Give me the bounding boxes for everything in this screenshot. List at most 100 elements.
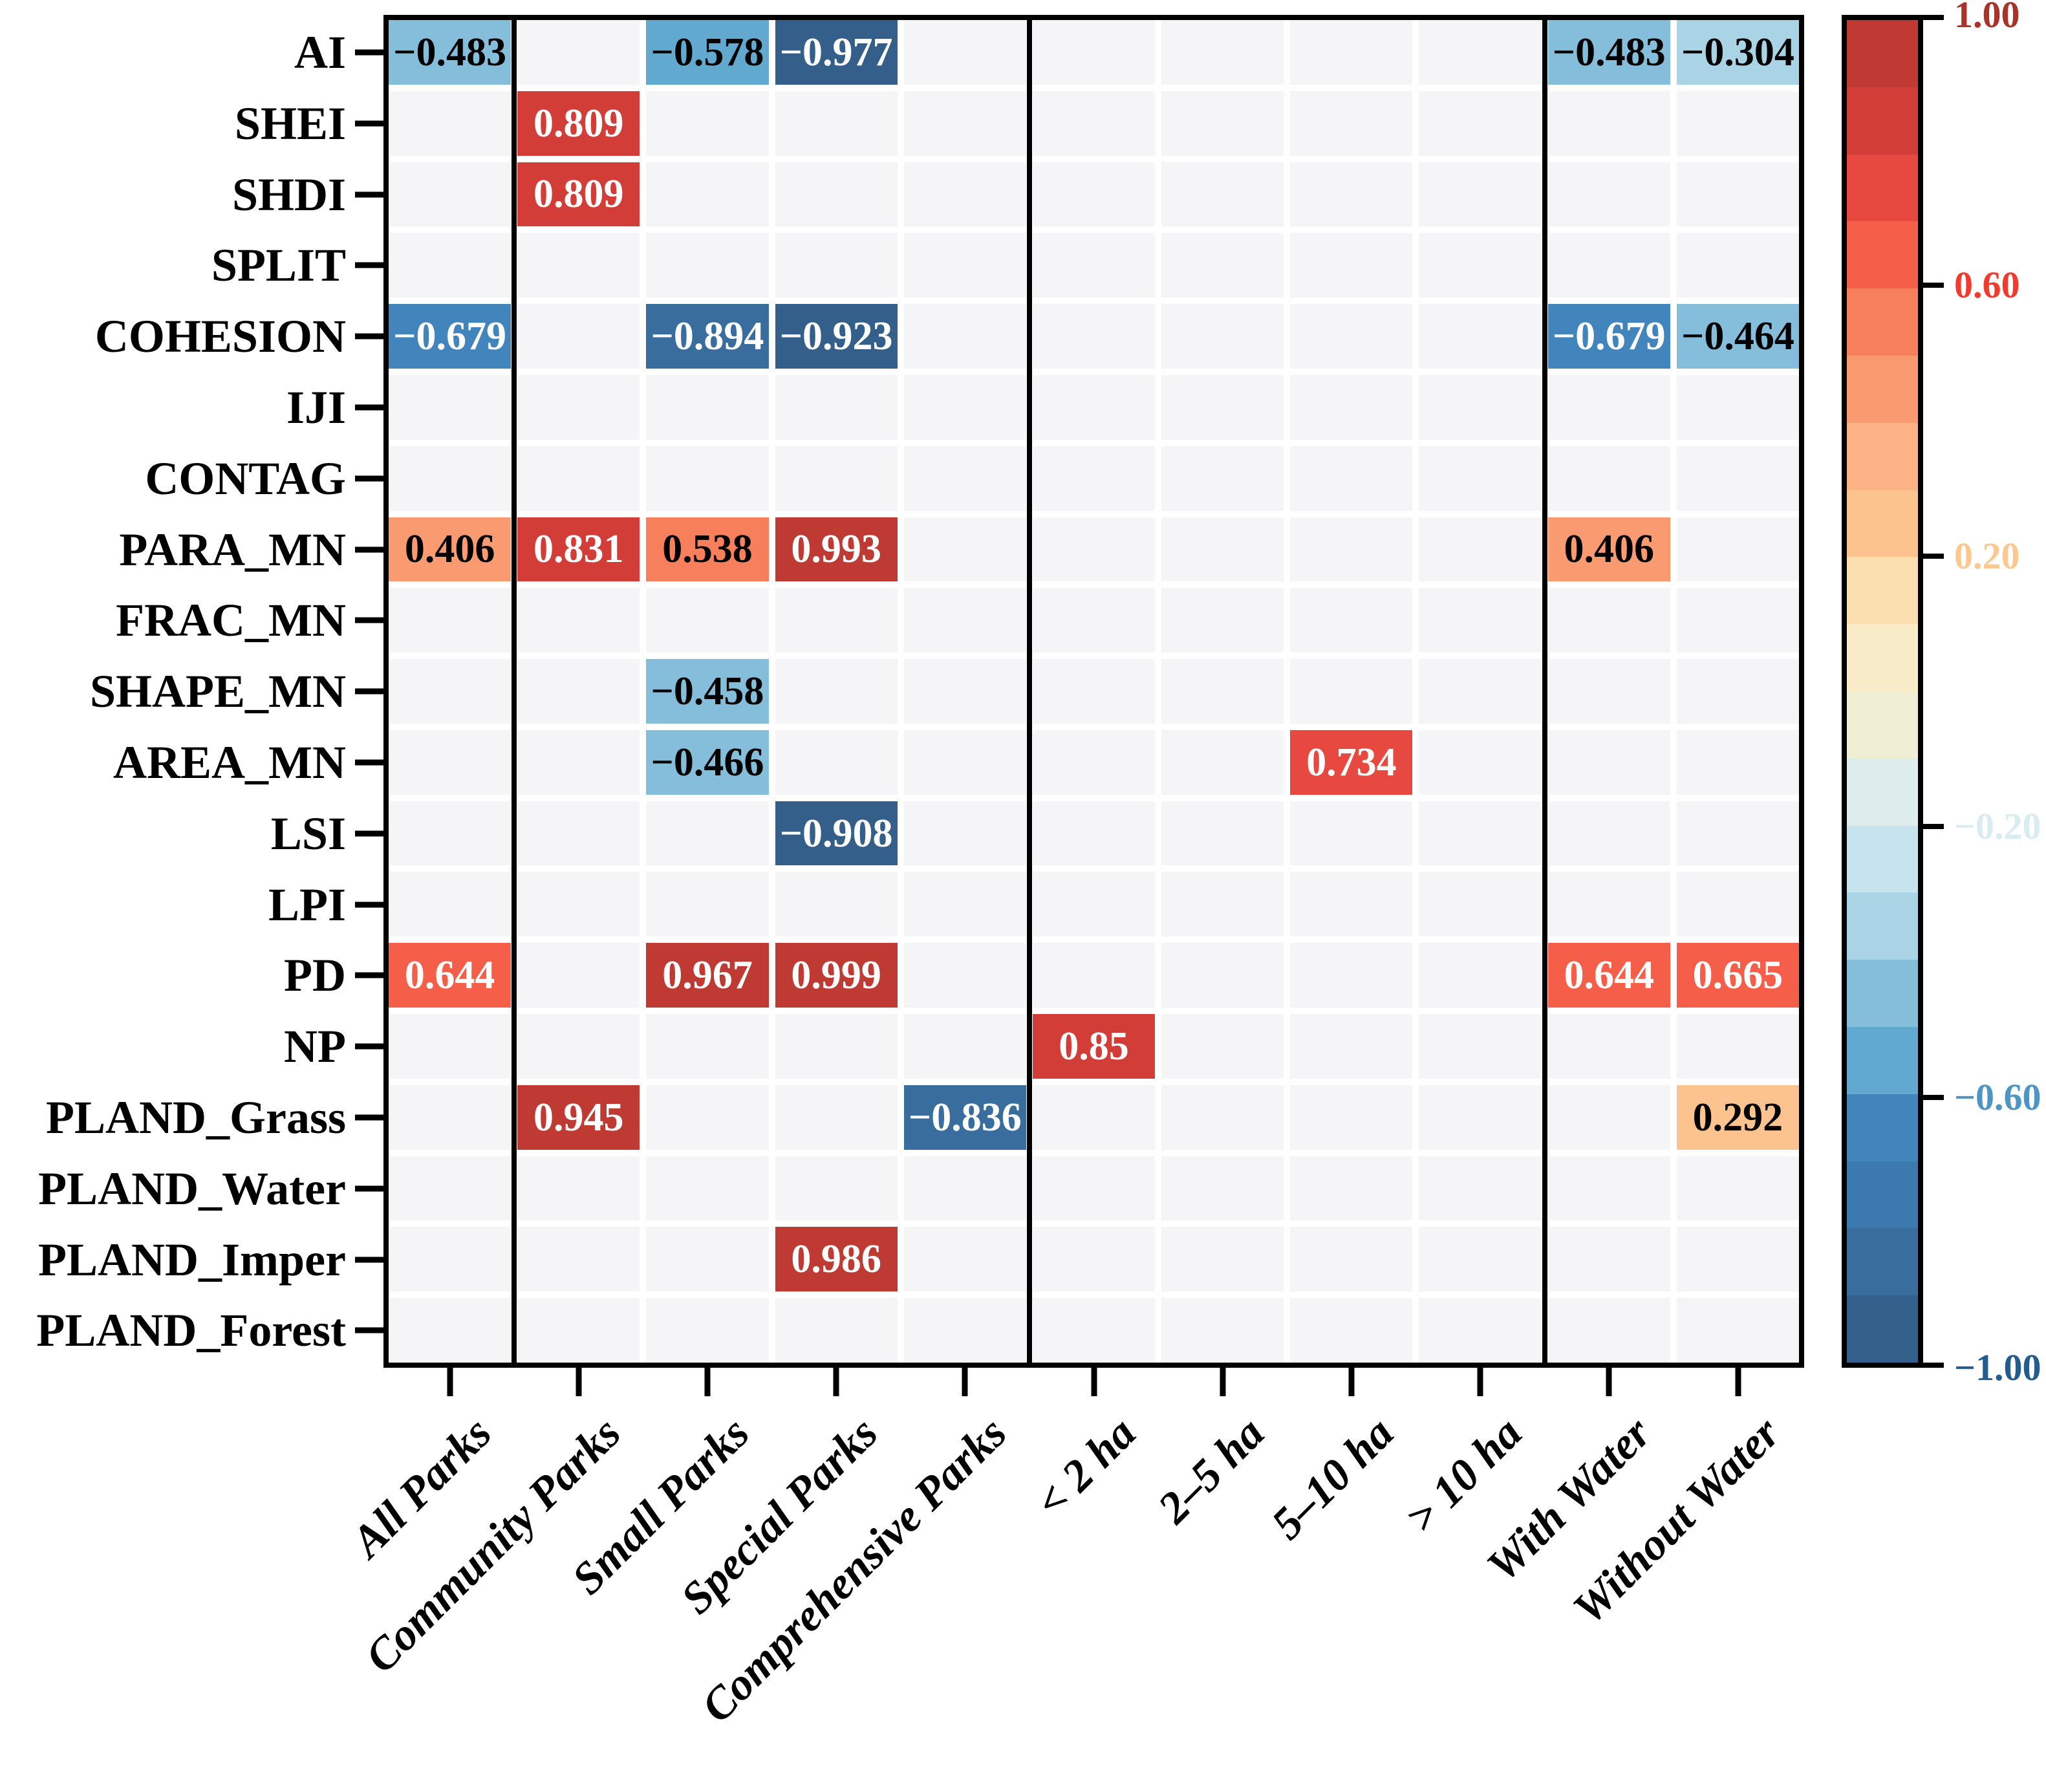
- heatmap-cell-empty: [775, 91, 898, 156]
- y-axis-label: PLAND_Forest: [36, 1304, 346, 1357]
- colorbar-segment: [1847, 624, 1918, 691]
- column-group-separator: [1026, 20, 1032, 1363]
- heatmap-cell-empty: [389, 1085, 512, 1150]
- heatmap-cell-empty: [775, 446, 898, 511]
- heatmap-cell-empty: [1161, 943, 1284, 1008]
- heatmap-cell-empty: [1547, 162, 1670, 227]
- heatmap-cell-empty: [1032, 1298, 1156, 1363]
- y-axis-label: PLAND_Grass: [46, 1091, 346, 1143]
- heatmap-cell-empty: [1419, 943, 1542, 1008]
- y-axis-tick: [355, 475, 383, 482]
- heatmap-cell-empty: [389, 162, 512, 227]
- heatmap-cell-empty: [1676, 588, 1799, 653]
- heatmap-cell-empty: [1419, 801, 1542, 866]
- y-axis-tick: [355, 830, 383, 837]
- heatmap-cell-empty: [1547, 1227, 1670, 1292]
- heatmap-cell-empty: [1161, 1227, 1284, 1292]
- heatmap-cell-empty: [646, 872, 769, 937]
- heatmap-cell-empty: [517, 729, 640, 795]
- heatmap-cell-empty: [1547, 729, 1670, 795]
- y-axis-label: CONTAG: [145, 452, 346, 504]
- heatmap-cell-value: 0.809: [517, 91, 640, 156]
- heatmap-cell-empty: [517, 233, 640, 298]
- colorbar-segment: [1847, 825, 1918, 893]
- x-axis-label: 5–10 ha: [1262, 1408, 1403, 1549]
- heatmap-cell-empty: [1419, 1014, 1542, 1079]
- y-axis-label: LSI: [270, 807, 346, 859]
- colorbar-tick-label: 0.60: [1954, 264, 2020, 307]
- heatmap-cell-empty: [775, 872, 898, 937]
- heatmap-cell-empty: [646, 374, 769, 440]
- heatmap-cell-empty: [1161, 20, 1284, 85]
- heatmap-cell-empty: [1032, 801, 1156, 866]
- colorbar-segment: [1847, 490, 1918, 557]
- heatmap-plot: −0.483 −0.578 −0.977 −0.483 −0.304 0.809 0.809…: [383, 15, 1804, 1368]
- heatmap-cell-empty: [1032, 588, 1156, 653]
- heatmap-cell-empty: [1676, 801, 1799, 866]
- heatmap-cell-empty: [1547, 374, 1670, 440]
- heatmap-cell-empty: [517, 801, 640, 866]
- y-axis-label: SHDI: [232, 168, 346, 221]
- heatmap-cell-empty: [1676, 446, 1799, 511]
- heatmap-cell-empty: [646, 91, 769, 156]
- heatmap-cell-empty: [1290, 517, 1413, 582]
- heatmap-cell-empty: [1419, 304, 1542, 369]
- heatmap-cell-empty: [1676, 233, 1799, 298]
- heatmap-cell-empty: [1419, 659, 1542, 724]
- y-axis-label: SHAPE_MN: [90, 665, 346, 718]
- heatmap-cell-empty: [646, 233, 769, 298]
- heatmap-cell-value: 0.644: [1547, 943, 1670, 1008]
- heatmap-cell-value: −0.679: [389, 304, 512, 369]
- heatmap-cell-empty: [1290, 1298, 1413, 1363]
- heatmap-cell-empty: [903, 872, 1026, 937]
- heatmap-cell-empty: [1161, 1014, 1284, 1079]
- heatmap-cell-value: −0.923: [775, 304, 898, 369]
- heatmap-cell-empty: [1547, 1085, 1670, 1150]
- heatmap-cell-empty: [1161, 801, 1284, 866]
- y-axis-tick: [355, 617, 383, 623]
- heatmap-cell-empty: [1676, 1014, 1799, 1079]
- heatmap-cell-value: 0.809: [517, 162, 640, 227]
- colorbar-segment: [1847, 422, 1918, 490]
- heatmap-cell-empty: [1419, 517, 1542, 582]
- y-axis-tick: [355, 49, 383, 56]
- y-axis-tick: [355, 262, 383, 268]
- y-axis-label: PLAND_Water: [38, 1162, 346, 1214]
- heatmap-cell-empty: [903, 1298, 1026, 1363]
- heatmap-cell-empty: [646, 1227, 769, 1292]
- heatmap-cell-empty: [1419, 1227, 1542, 1292]
- y-axis-tick: [355, 1185, 383, 1192]
- y-axis-tick: [355, 1043, 383, 1050]
- heatmap-cell-empty: [903, 446, 1026, 511]
- heatmap-cell-empty: [1419, 588, 1542, 653]
- colorbar-segment: [1847, 892, 1918, 960]
- heatmap-cell-value: 0.538: [646, 517, 769, 582]
- colorbar-tick-label: −0.20: [1954, 805, 2041, 848]
- x-axis-tick: [704, 1368, 711, 1396]
- heatmap-cell-empty: [1290, 1156, 1413, 1221]
- heatmap-cell-empty: [1547, 1156, 1670, 1221]
- x-axis-tick: [962, 1368, 968, 1396]
- heatmap-cell-value: 0.986: [775, 1227, 898, 1292]
- colorbar-tick-label: 0.20: [1954, 534, 2020, 577]
- heatmap-cell-empty: [903, 659, 1026, 724]
- heatmap-cell-value: 0.999: [775, 943, 898, 1008]
- heatmap-cell-empty: [1032, 162, 1156, 227]
- heatmap-cell-empty: [1161, 233, 1284, 298]
- heatmap-cell-empty: [646, 588, 769, 653]
- heatmap-cell-empty: [1290, 588, 1413, 653]
- heatmap-cell-empty: [1032, 872, 1156, 937]
- heatmap-cell-value: −0.578: [646, 20, 769, 85]
- heatmap-cell-empty: [389, 446, 512, 511]
- x-axis-label: < 2 ha: [1026, 1408, 1146, 1528]
- heatmap-cell-empty: [1290, 233, 1413, 298]
- x-axis-tick: [447, 1368, 453, 1396]
- y-axis-tick: [355, 191, 383, 197]
- heatmap-cell-empty: [517, 304, 640, 369]
- heatmap-cell-empty: [1032, 729, 1156, 795]
- y-axis-label: IJI: [286, 381, 346, 433]
- heatmap-cell-empty: [517, 446, 640, 511]
- heatmap-cell-empty: [903, 517, 1026, 582]
- heatmap-cell-empty: [1547, 1014, 1670, 1079]
- x-axis-tick: [1348, 1368, 1355, 1396]
